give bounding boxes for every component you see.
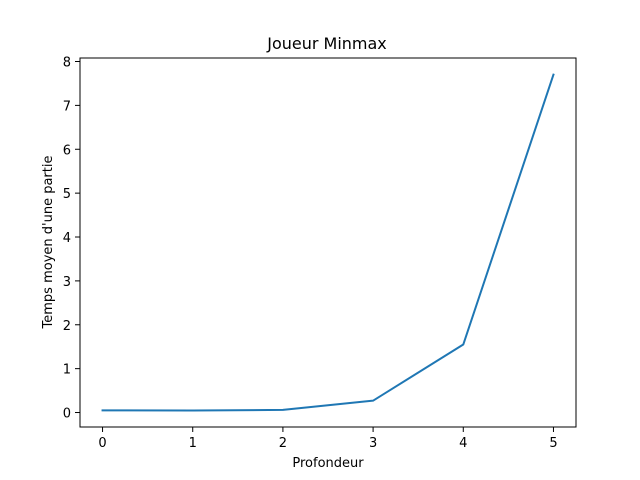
y-tick-label: 8: [63, 56, 71, 71]
x-tick-label: 0: [98, 436, 106, 451]
plot-area: [101, 73, 555, 412]
x-tick-label: 1: [189, 436, 197, 451]
x-axis: 0 1 2 3 4 5: [98, 427, 558, 451]
y-tick-label: 5: [63, 187, 71, 202]
x-axis-label: Profondeur: [292, 456, 364, 471]
chart-title: Joueur Minmax: [266, 34, 387, 53]
y-axis-label: Temps moyen d'une partie: [41, 156, 56, 330]
axes-frame: [79, 57, 577, 428]
y-tick-label: 0: [63, 407, 71, 422]
x-tick-label: 5: [549, 436, 557, 451]
y-tick-label: 3: [63, 275, 71, 290]
y-tick-label: 7: [63, 99, 71, 114]
y-tick-label: 6: [63, 143, 71, 158]
y-tick-label: 4: [63, 231, 71, 246]
x-tick-label: 4: [459, 436, 467, 451]
x-tick-label: 3: [369, 436, 377, 451]
y-tick-label: 2: [63, 319, 71, 334]
y-tick-label: 1: [63, 363, 71, 378]
series-line-0: [101, 73, 555, 412]
x-tick-label: 2: [279, 436, 287, 451]
y-axis: 0 1 2 3 4 5 6 7 8: [63, 56, 80, 422]
